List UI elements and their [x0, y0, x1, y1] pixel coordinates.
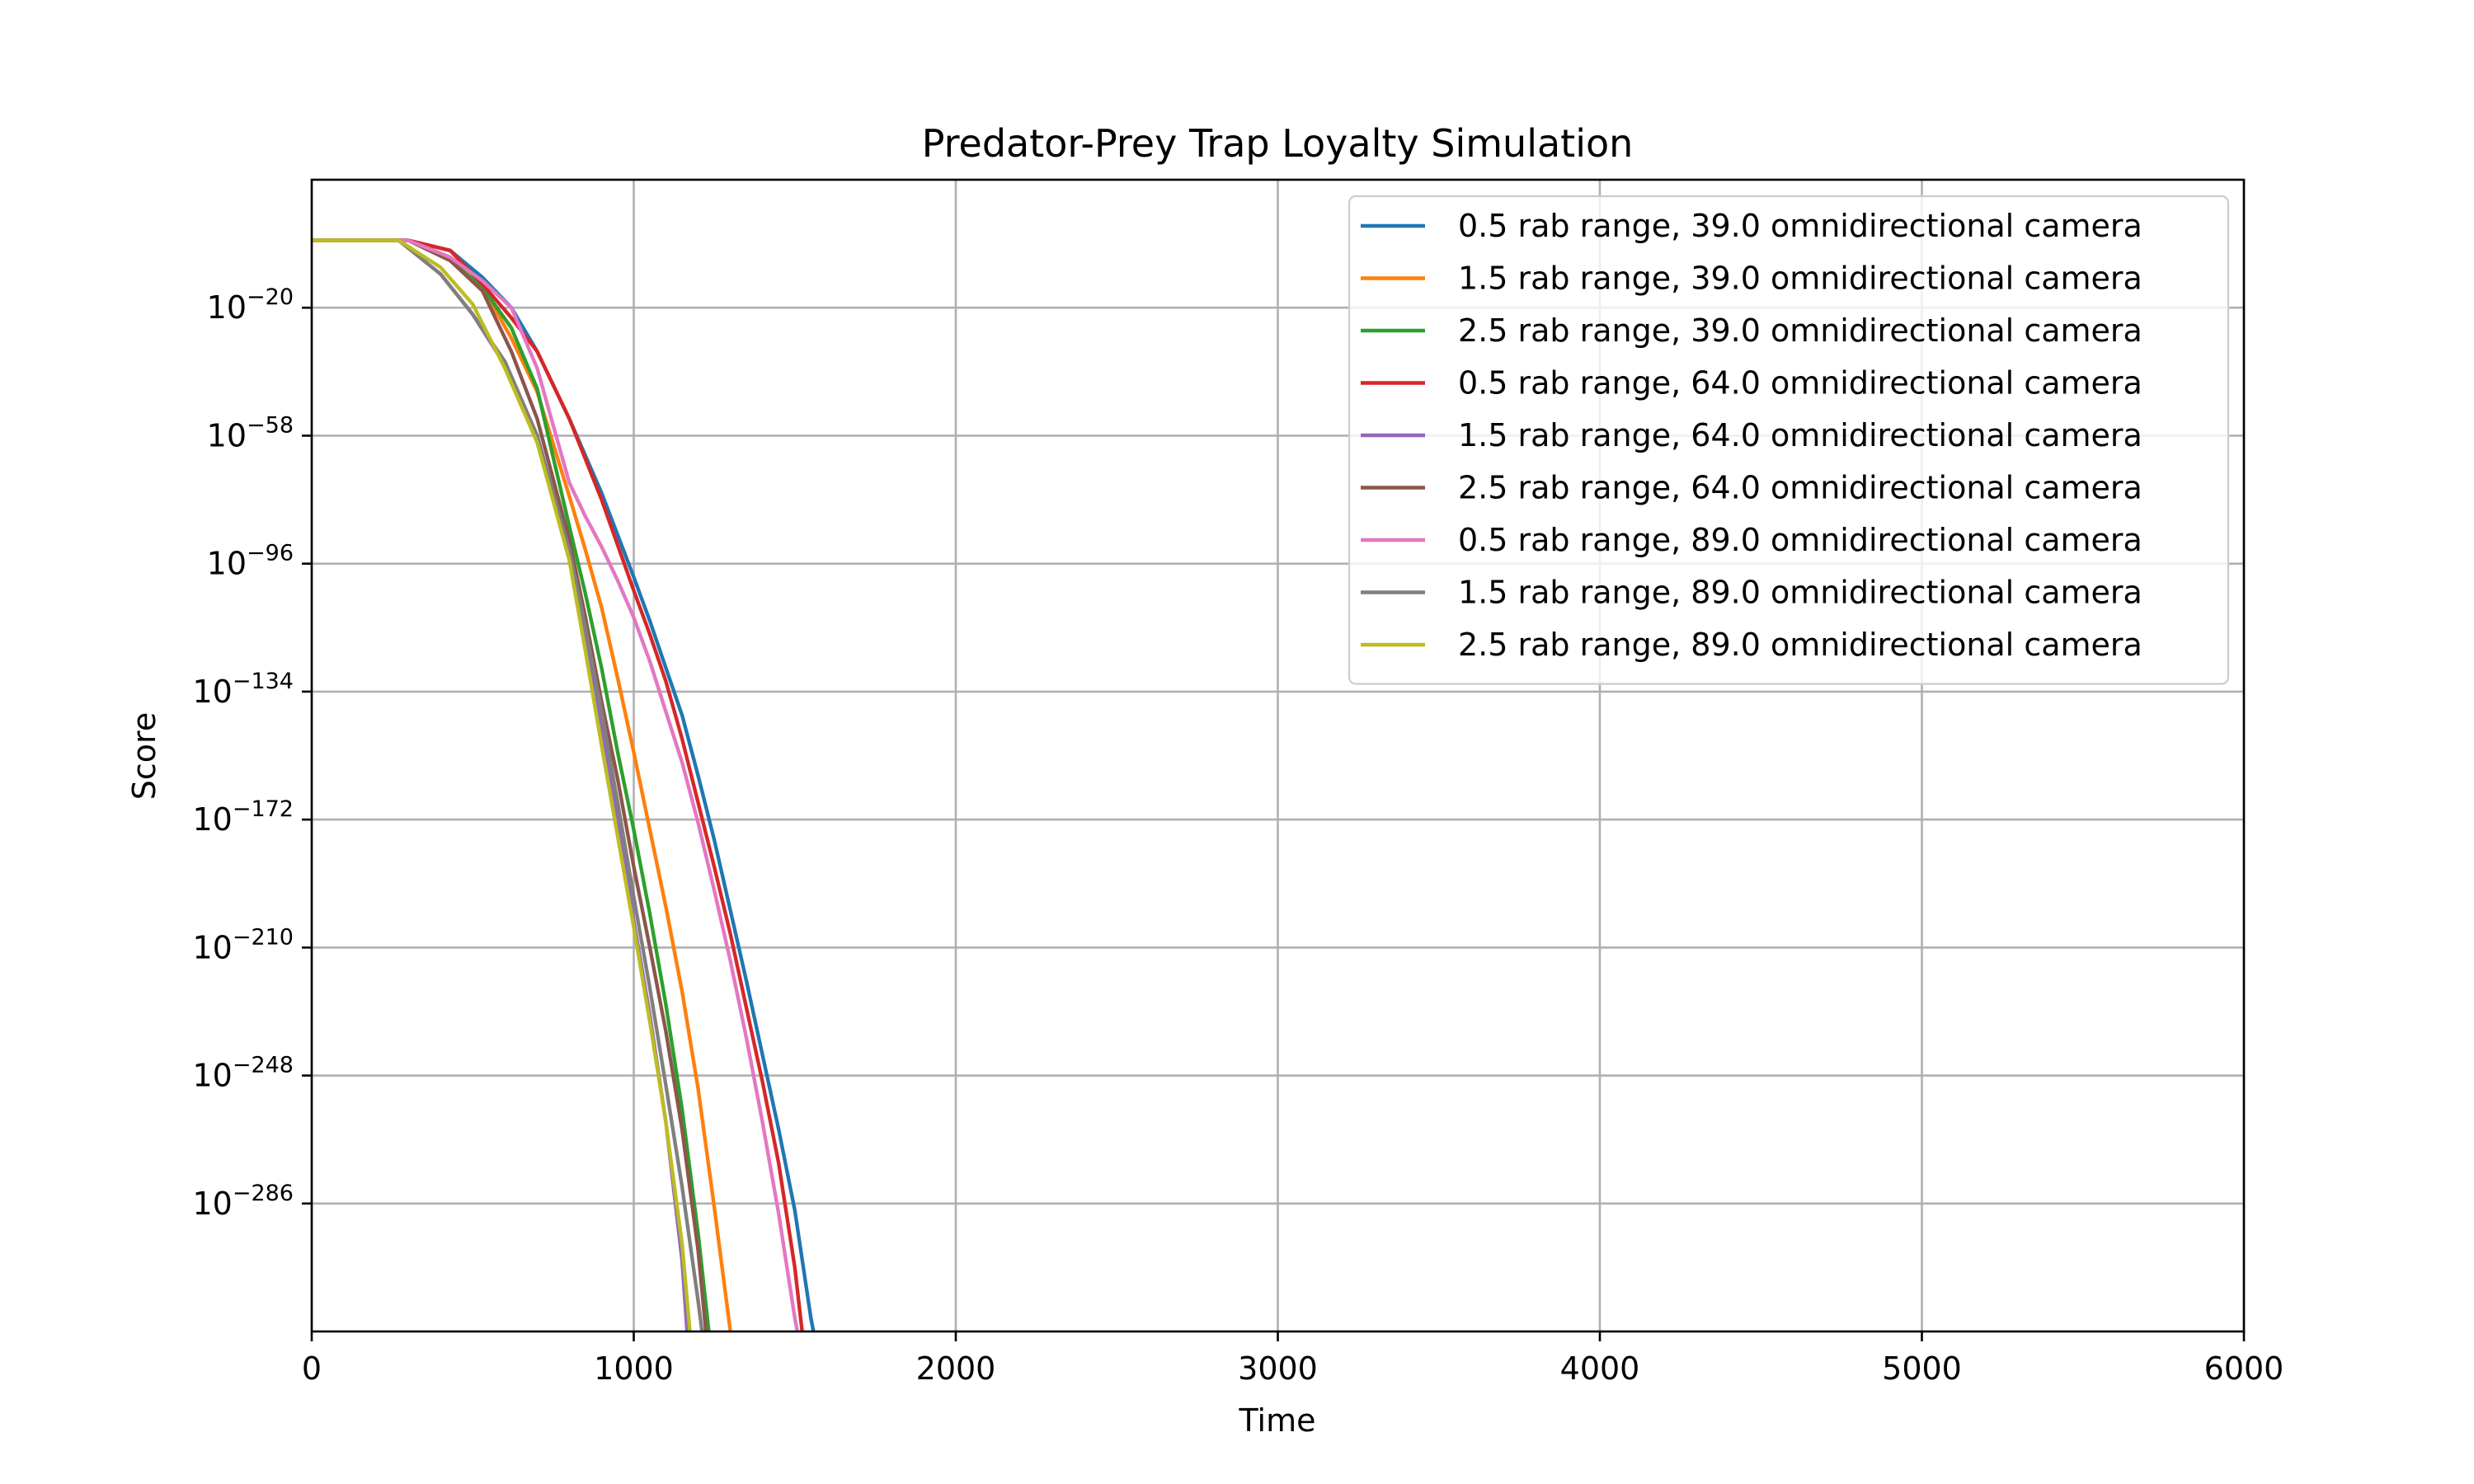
- x-axis-label: Time: [1239, 1402, 1316, 1439]
- y-axis-ticks: 10−20 10−58 10−96 10−134 10−172 10−210 10−248 1…: [192, 284, 312, 1222]
- y-tick-label: 10−210: [192, 924, 294, 965]
- series-line-4: [312, 238, 804, 1331]
- x-tick-label: 6000: [2204, 1350, 2284, 1387]
- y-axis-label: Score: [126, 712, 162, 800]
- legend-label: 2.5 rab range, 64.0 omnidirectional came…: [1458, 470, 2142, 506]
- legend-box: [1348, 195, 2230, 685]
- y-tick-label: 10−134: [192, 669, 294, 710]
- legend-label: 2.5 rab range, 39.0 omnidirectional came…: [1458, 312, 2142, 349]
- series-line-7: [312, 238, 800, 1331]
- y-tick-label: 10−286: [192, 1181, 294, 1222]
- series-line-6: [312, 238, 708, 1331]
- legend-label: 0.5 rab range, 39.0 omnidirectional came…: [1458, 208, 2142, 244]
- y-tick-label: 10−96: [207, 541, 294, 582]
- x-tick-label: 5000: [1882, 1350, 1962, 1387]
- legend-label: 1.5 rab range, 64.0 omnidirectional came…: [1458, 417, 2142, 453]
- y-tick-label: 10−20: [207, 284, 294, 326]
- legend-label: 0.5 rab range, 64.0 omnidirectional came…: [1458, 365, 2142, 402]
- legend-label: 2.5 rab range, 89.0 omnidirectional came…: [1458, 627, 2142, 663]
- legend-label: 1.5 rab range, 89.0 omnidirectional came…: [1458, 575, 2142, 611]
- chart-title: Predator-Prey Trap Loyalty Simulation: [922, 121, 1634, 166]
- series-lines: [312, 238, 816, 1331]
- legend-label: 1.5 rab range, 39.0 omnidirectional came…: [1458, 261, 2142, 297]
- legend: 0.5 rab range, 39.0 omnidirectional came…: [1348, 195, 2230, 685]
- x-tick-label: 1000: [594, 1350, 674, 1387]
- series-line-9: [312, 238, 692, 1331]
- legend-label: 0.5 rab range, 89.0 omnidirectional came…: [1458, 522, 2142, 558]
- y-tick-label: 10−172: [192, 796, 294, 838]
- x-tick-label: 0: [302, 1350, 322, 1387]
- x-tick-label: 3000: [1238, 1350, 1318, 1387]
- series-line-8: [312, 238, 704, 1331]
- x-axis-ticks: 0 1000 2000 3000 4000 5000 6000: [302, 1331, 2284, 1387]
- y-tick-label: 10−58: [207, 412, 294, 453]
- y-tick-label: 10−248: [192, 1053, 294, 1094]
- x-tick-label: 4000: [1560, 1350, 1640, 1387]
- x-tick-label: 2000: [916, 1350, 996, 1387]
